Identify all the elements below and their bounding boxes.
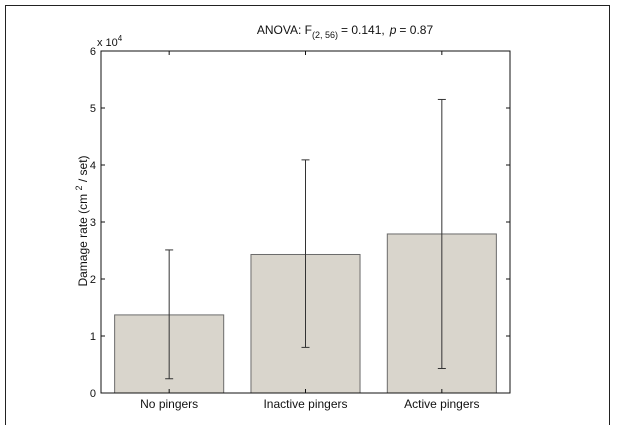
figure-frame xyxy=(5,5,610,425)
y-axis-label: Damage rate (cm 2 / set) xyxy=(74,155,90,286)
y-tick-label-5: 5 xyxy=(90,103,96,115)
chart-title: ANOVA: F(2, 56) = 0.141, p = 0.87 xyxy=(257,23,434,40)
title-subscript: (2, 56) xyxy=(312,30,338,40)
x-tick-label-inactive-pingers: Inactive pingers xyxy=(263,397,347,411)
y-multiplier-exp: 4 xyxy=(118,34,123,43)
x-tick-label-no-pingers: No pingers xyxy=(140,397,198,411)
y-multiplier-base: x 10 xyxy=(97,37,118,49)
y-tick-label-2: 2 xyxy=(90,274,96,286)
y-tick-label-3: 3 xyxy=(90,217,96,229)
title-prefix: ANOVA: F xyxy=(257,23,312,37)
ylabel-after: / set) xyxy=(76,155,90,185)
y-tick-label-0: 0 xyxy=(90,388,96,400)
y-tick-label-1: 1 xyxy=(90,331,96,343)
title-p-value: = 0.87 xyxy=(399,23,433,37)
x-tick-label-active-pingers: Active pingers xyxy=(404,397,479,411)
ylabel-superscript: 2 xyxy=(74,185,84,190)
ylabel-before: Damage rate (cm xyxy=(76,191,90,287)
title-p-label: p xyxy=(389,23,397,37)
y-tick-label-4: 4 xyxy=(90,160,96,172)
y-multiplier: x 104 xyxy=(97,34,123,49)
y-tick-label-6: 6 xyxy=(90,46,96,58)
title-stat: = 0.141, xyxy=(341,23,385,37)
